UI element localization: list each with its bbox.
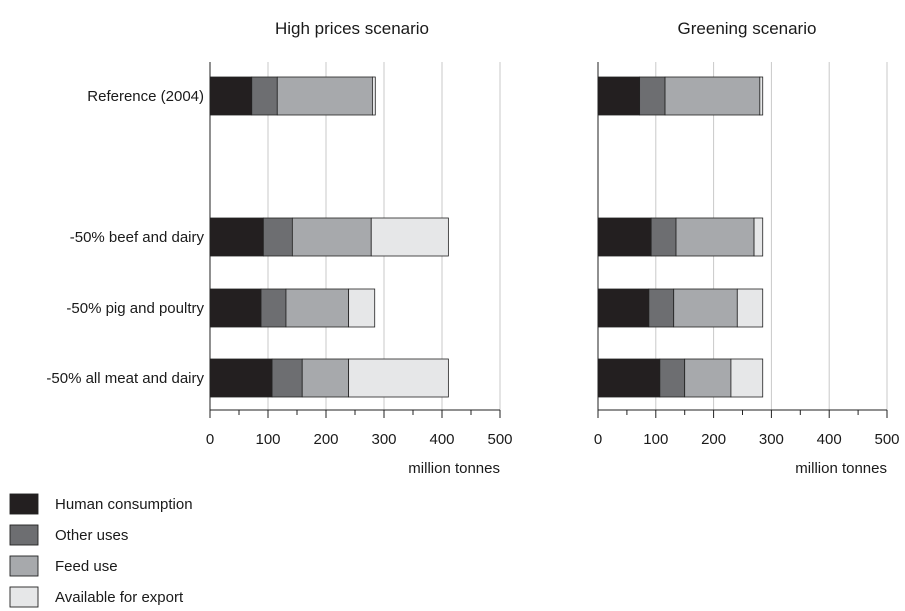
bar-other-uses-50-pig-and-poultry bbox=[648, 288, 675, 328]
x-tick-label: 0 bbox=[594, 431, 602, 448]
bar-available-for-export-reference-2004 bbox=[759, 76, 764, 116]
chart-panel-high-prices: High prices scenario 0 100 200 300 400 500 Refe… bbox=[46, 19, 512, 477]
legend-label: Available for export bbox=[55, 589, 184, 606]
bar-other-uses-50-all-meat-and-dairy bbox=[659, 358, 686, 398]
x-tick-label: 300 bbox=[759, 431, 784, 448]
x-tick-label: 100 bbox=[255, 431, 280, 448]
bar-other-uses-50-all-meat-and-dairy bbox=[271, 358, 303, 398]
category-label: -50% pig and poultry bbox=[66, 300, 204, 317]
bar-feed-use-50-pig-and-poultry bbox=[285, 288, 350, 328]
x-tick-label: 500 bbox=[487, 431, 512, 448]
x-axis-label: million tonnes bbox=[408, 460, 500, 477]
bar-human-consumption-50-pig-and-poultry bbox=[209, 288, 262, 328]
legend-swatch-feed-use bbox=[9, 555, 39, 577]
bar-human-consumption-50-pig-and-poultry bbox=[597, 288, 650, 328]
x-tick-label: 200 bbox=[701, 431, 726, 448]
bar-human-consumption-50-all-meat-and-dairy bbox=[597, 358, 661, 398]
bar-feed-use-50-beef-and-dairy bbox=[291, 217, 372, 257]
bar-human-consumption-50-all-meat-and-dairy bbox=[209, 358, 273, 398]
legend-swatch-human-consumption bbox=[9, 493, 39, 515]
x-tick-label: 200 bbox=[313, 431, 338, 448]
x-tick-label: 400 bbox=[817, 431, 842, 448]
x-tick-label: 100 bbox=[643, 431, 668, 448]
bar-other-uses-50-beef-and-dairy bbox=[262, 217, 293, 257]
bar-other-uses-reference-2004 bbox=[251, 76, 278, 116]
bar-other-uses-50-beef-and-dairy bbox=[650, 217, 677, 257]
bar-available-for-export-50-beef-and-dairy bbox=[753, 217, 764, 257]
legend: Human consumption Other uses Feed use Avail… bbox=[9, 493, 193, 608]
x-tick-label: 500 bbox=[874, 431, 899, 448]
legend-label: Feed use bbox=[55, 558, 118, 575]
bar-available-for-export-50-beef-and-dairy bbox=[370, 217, 449, 257]
bar-feed-use-50-all-meat-and-dairy bbox=[684, 358, 732, 398]
bar-feed-use-reference-2004 bbox=[276, 76, 373, 116]
bar-available-for-export-50-all-meat-and-dairy bbox=[730, 358, 764, 398]
bar-feed-use-50-pig-and-poultry bbox=[673, 288, 738, 328]
chart-title: Greening scenario bbox=[678, 19, 817, 38]
bar-human-consumption-reference-2004 bbox=[597, 76, 641, 116]
x-axis-label: million tonnes bbox=[795, 460, 887, 477]
category-label: Reference (2004) bbox=[87, 88, 204, 105]
category-label: -50% all meat and dairy bbox=[46, 370, 204, 387]
bar-available-for-export-50-pig-and-poultry bbox=[348, 288, 376, 328]
category-label: -50% beef and dairy bbox=[70, 229, 205, 246]
bar-available-for-export-reference-2004 bbox=[371, 76, 376, 116]
legend-swatch-other-uses bbox=[9, 524, 39, 546]
bar-available-for-export-50-all-meat-and-dairy bbox=[348, 358, 449, 398]
x-tick-label: 300 bbox=[371, 431, 396, 448]
legend-label: Human consumption bbox=[55, 496, 193, 513]
x-tick-label: 400 bbox=[429, 431, 454, 448]
bar-available-for-export-50-pig-and-poultry bbox=[736, 288, 764, 328]
x-tick-label: 0 bbox=[206, 431, 214, 448]
bar-human-consumption-50-beef-and-dairy bbox=[597, 217, 652, 257]
bar-other-uses-reference-2004 bbox=[639, 76, 666, 116]
chart-title: High prices scenario bbox=[275, 19, 429, 38]
bar-feed-use-50-beef-and-dairy bbox=[675, 217, 755, 257]
bar-human-consumption-reference-2004 bbox=[209, 76, 253, 116]
chart-panel-greening: Greening scenario 0 100 200 300 400 500 million… bbox=[594, 19, 900, 477]
legend-label: Other uses bbox=[55, 527, 128, 544]
legend-swatch-available-for-export bbox=[9, 586, 39, 608]
bar-other-uses-50-pig-and-poultry bbox=[260, 288, 287, 328]
bar-human-consumption-50-beef-and-dairy bbox=[209, 217, 264, 257]
bar-feed-use-reference-2004 bbox=[664, 76, 761, 116]
bar-feed-use-50-all-meat-and-dairy bbox=[301, 358, 350, 398]
